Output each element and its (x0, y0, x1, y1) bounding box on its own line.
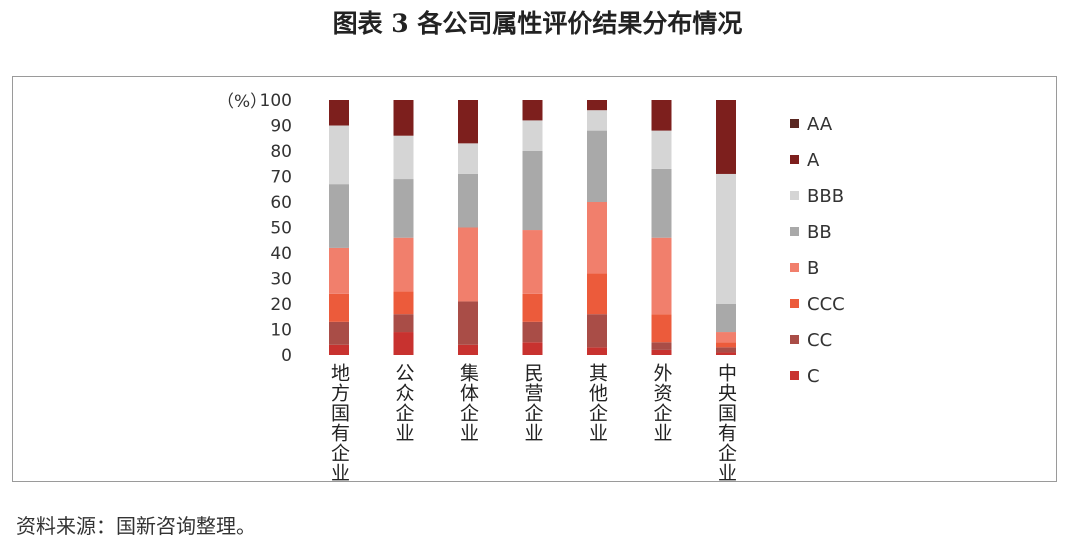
y-tick-label: 70 (270, 168, 292, 188)
y-tick-label: 90 (270, 117, 292, 137)
x-category-label: 公众企业 (393, 363, 415, 443)
stacked-bar-chart: （%） 0 10 20 30 40 50 60 70 80 90 100 地方国有企业 公众企业 集体企业 民… (217, 91, 845, 482)
legend-label: B (807, 258, 819, 279)
legend-label: A (807, 150, 820, 171)
bar-segment-c (458, 344, 478, 355)
bar-segment-a (393, 100, 414, 136)
bar-segment-b (329, 247, 349, 294)
bar-segment-bb (329, 184, 349, 248)
chart-frame (12, 76, 1057, 482)
legend-swatch (790, 191, 799, 200)
legend-label: AA (807, 114, 833, 135)
legend-label: BB (807, 222, 832, 243)
bar-segment-cc (651, 342, 672, 350)
bar-segment-c (393, 332, 414, 355)
bar-segment-c (651, 349, 672, 355)
legend-swatch (790, 299, 799, 308)
x-category-label: 中央国有企业 (715, 363, 737, 482)
bar-segment-ccc (329, 293, 349, 322)
bar-segment-bb (587, 130, 607, 202)
bar-segment-bb (522, 151, 543, 231)
bar-segment-b (651, 237, 672, 315)
bar-segment-a (458, 100, 478, 144)
bar-segment-cc (458, 301, 478, 345)
legend-swatch (790, 155, 799, 164)
bar-segment-ccc (716, 342, 736, 348)
source-note: 资料来源：国新咨询整理。 (16, 514, 256, 538)
bar-segment-c (716, 352, 736, 355)
bar-segment-a (329, 100, 349, 126)
legend-swatch (790, 371, 799, 380)
legend-swatch (790, 227, 799, 236)
y-tick-label: 60 (270, 193, 292, 213)
bar-segment-c (329, 344, 349, 355)
bar-segment-b (458, 227, 478, 302)
bar-segment-bbb (458, 143, 478, 174)
bar-segment-cc (716, 347, 736, 353)
y-tick-label: 0 (281, 346, 292, 366)
bar-segment-cc (393, 314, 414, 333)
bar-segment-cc (329, 321, 349, 345)
y-tick-label: 30 (270, 270, 292, 290)
bar-segment-ccc (522, 293, 543, 322)
y-tick-label: 80 (270, 142, 292, 162)
legend-label: CCC (807, 294, 845, 315)
y-axis-unit: （%） (217, 92, 267, 112)
bar-segment-ccc (587, 273, 607, 315)
bar-segment-bb (393, 179, 414, 238)
bar-segment-a (587, 100, 607, 111)
bar-segment-bb (651, 168, 672, 238)
bar-segment-bbb (651, 130, 672, 169)
bar-segment-bbb (393, 135, 414, 180)
legend-swatch (790, 263, 799, 272)
legend-swatch (790, 119, 799, 128)
x-category-label: 外资企业 (651, 363, 673, 443)
bar-segment-cc (522, 321, 543, 343)
legend-label: C (807, 366, 820, 387)
bar-segment-bbb (329, 125, 349, 185)
bar-segment-bbb (522, 120, 543, 151)
bar-segment-c (522, 342, 543, 355)
y-tick-label: 100 (260, 91, 292, 111)
bar-segment-ccc (393, 291, 414, 315)
y-tick-label: 40 (270, 244, 292, 264)
x-category-label: 民营企业 (522, 363, 544, 443)
bar-segment-ccc (651, 314, 672, 343)
bar-segment-c (587, 347, 607, 355)
bar-segment-b (393, 237, 414, 292)
bar-segment-bb (716, 304, 736, 333)
x-category-label: 集体企业 (457, 363, 479, 443)
bar-segment-bbb (716, 173, 736, 304)
y-tick-label: 50 (270, 219, 292, 239)
legend-label: BBB (807, 186, 844, 207)
bar-segment-bbb (587, 110, 607, 131)
legend-swatch (790, 335, 799, 344)
bar-segment-b (716, 332, 736, 343)
y-tick-label: 20 (270, 295, 292, 315)
bar-segment-b (587, 202, 607, 274)
y-tick-label: 10 (270, 321, 292, 341)
bar-segment-a (522, 100, 543, 121)
chart-title: 图表 3 各公司属性评价结果分布情况 (332, 9, 743, 38)
bar-segment-cc (587, 314, 607, 348)
x-category-label: 地方国有企业 (328, 363, 350, 482)
bar-segment-a (716, 100, 736, 174)
x-category-label: 其他企业 (586, 363, 608, 443)
bar-segment-bb (458, 173, 478, 228)
bar-segment-a (651, 100, 672, 131)
legend-label: CC (807, 330, 832, 351)
bar-segment-b (522, 230, 543, 294)
